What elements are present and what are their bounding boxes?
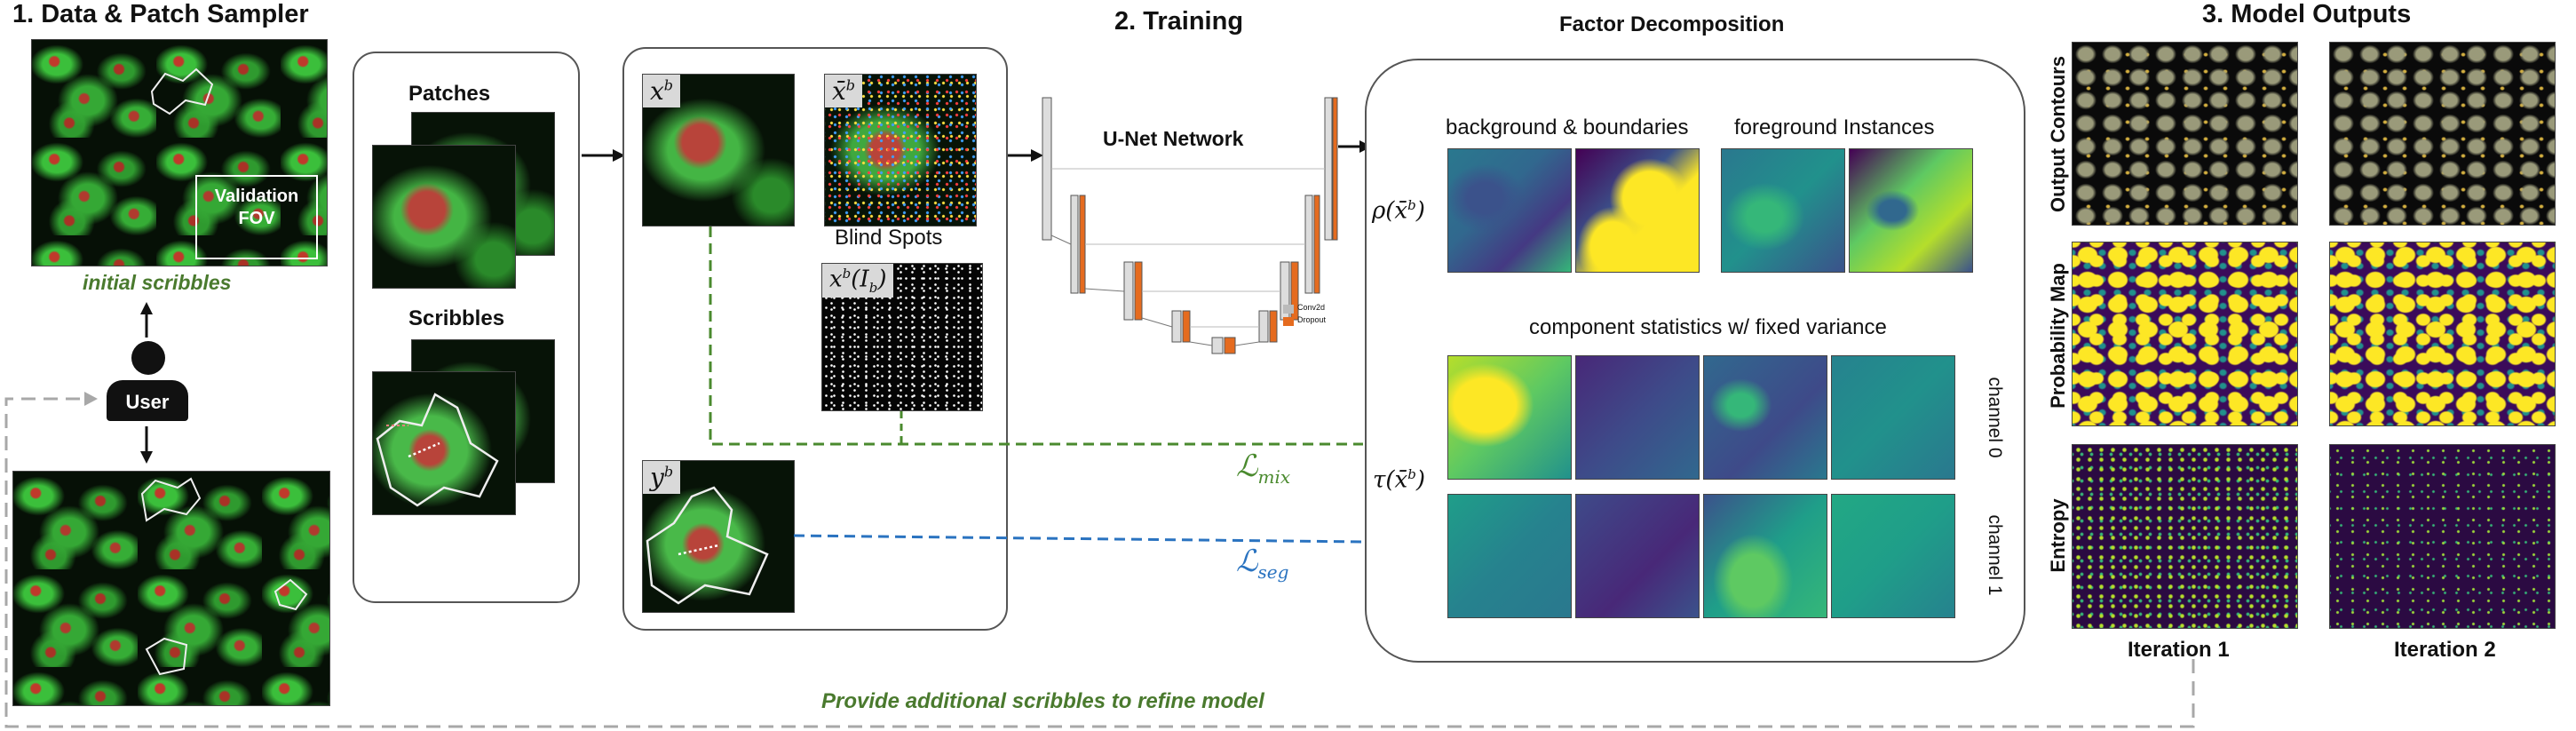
contours-iteration1: [2072, 42, 2298, 226]
patch-stack-front: [372, 145, 516, 289]
tau-map-c0-3: [1703, 355, 1827, 480]
xb-ib-label: xb(Ib): [822, 264, 894, 298]
yb-scribble: [646, 486, 769, 605]
rho-label: ρ(x̄b): [1372, 197, 1425, 225]
feedback-loop-arrow: [4, 392, 2195, 728]
fg-instances-label: foreground Instances: [1734, 115, 1935, 139]
yb-label: yb: [643, 461, 681, 494]
tau-map-c1-3: [1703, 494, 1827, 618]
xb-ib-mask-image: xb(Ib): [821, 263, 983, 411]
refined-scribble-outlines: [140, 477, 308, 676]
section-title-data-sampler: 1. Data & Patch Sampler: [12, 0, 309, 28]
user-body-icon: User: [107, 380, 188, 421]
refined-fov-image: [12, 471, 330, 706]
rho-map-2: [1575, 148, 1700, 273]
feedback-label: Provide additional scribbles to refine m…: [821, 689, 1264, 713]
tau-map-c0-1: [1447, 355, 1572, 480]
unet-legend-dropout: Dropout: [1297, 315, 1327, 324]
tau-map-c0-4: [1831, 355, 1955, 480]
xbar-b-patch-image: x̄b: [824, 74, 977, 226]
user-avatar-icon: [131, 341, 165, 375]
unet-network-label: U-Net Network: [1103, 127, 1244, 150]
component-stats-label: component statistics w/ fixed variance: [1529, 315, 1887, 339]
blind-spots-label: Blind Spots: [835, 226, 943, 250]
xb-label: xb: [643, 75, 681, 107]
rho-map-1: [1447, 148, 1572, 273]
arrows-user-svg: [140, 302, 153, 464]
patches-label: Patches: [408, 82, 491, 106]
rho-map-3: [1721, 148, 1845, 273]
section-title-training: 2. Training: [1114, 7, 1244, 36]
entropy-iteration1: [2072, 444, 2298, 629]
initial-scribbles-label: initial scribbles: [83, 271, 232, 294]
validation-fov-box: Validation FOV: [195, 175, 318, 259]
unet-network-diagram: [1042, 97, 1338, 354]
user-label: User: [125, 391, 170, 413]
section-title-factor-decomposition: Factor Decomposition: [1559, 12, 1785, 36]
initial-fov-image: Validation FOV: [31, 39, 328, 266]
section-title-model-outputs: 3. Model Outputs: [2202, 0, 2412, 28]
row-label-output-contours: Output Contours: [2047, 56, 2069, 212]
loss-connections-svg: [709, 226, 1364, 544]
tau-label: τ(x̄b): [1373, 466, 1425, 494]
initial-scribble-outline: [150, 68, 214, 115]
unet-legend-conv: Conv2d: [1297, 303, 1326, 312]
probability-iteration2: [2329, 242, 2556, 426]
scribble-annotation: [376, 393, 499, 507]
loss-mix-label: ℒmix: [1236, 449, 1291, 488]
loss-seg-label: ℒseg: [1236, 544, 1289, 583]
arrow-sampler-to-training: [582, 149, 625, 162]
tau-map-c1-1: [1447, 494, 1572, 618]
column-label-iteration2: Iteration 2: [2394, 638, 2496, 662]
probability-iteration1: [2072, 242, 2298, 426]
contours-iteration2: [2329, 42, 2556, 226]
tau-map-c1-2: [1575, 494, 1700, 618]
scribble-stack-front: [372, 371, 516, 515]
rho-map-4: [1849, 148, 1973, 273]
xb-patch-image: xb: [642, 74, 795, 226]
xbar-b-label: x̄b: [825, 75, 863, 107]
arrow-training-to-unet: [1008, 149, 1043, 162]
yb-label-image: yb: [642, 460, 795, 613]
tau-map-c0-2: [1575, 355, 1700, 480]
column-label-iteration1: Iteration 1: [2128, 638, 2230, 662]
entropy-iteration2: [2329, 444, 2556, 629]
tau-map-c1-4: [1831, 494, 1955, 618]
bg-boundaries-label: background & boundaries: [1446, 115, 1689, 139]
scribbles-label: Scribbles: [408, 306, 505, 330]
